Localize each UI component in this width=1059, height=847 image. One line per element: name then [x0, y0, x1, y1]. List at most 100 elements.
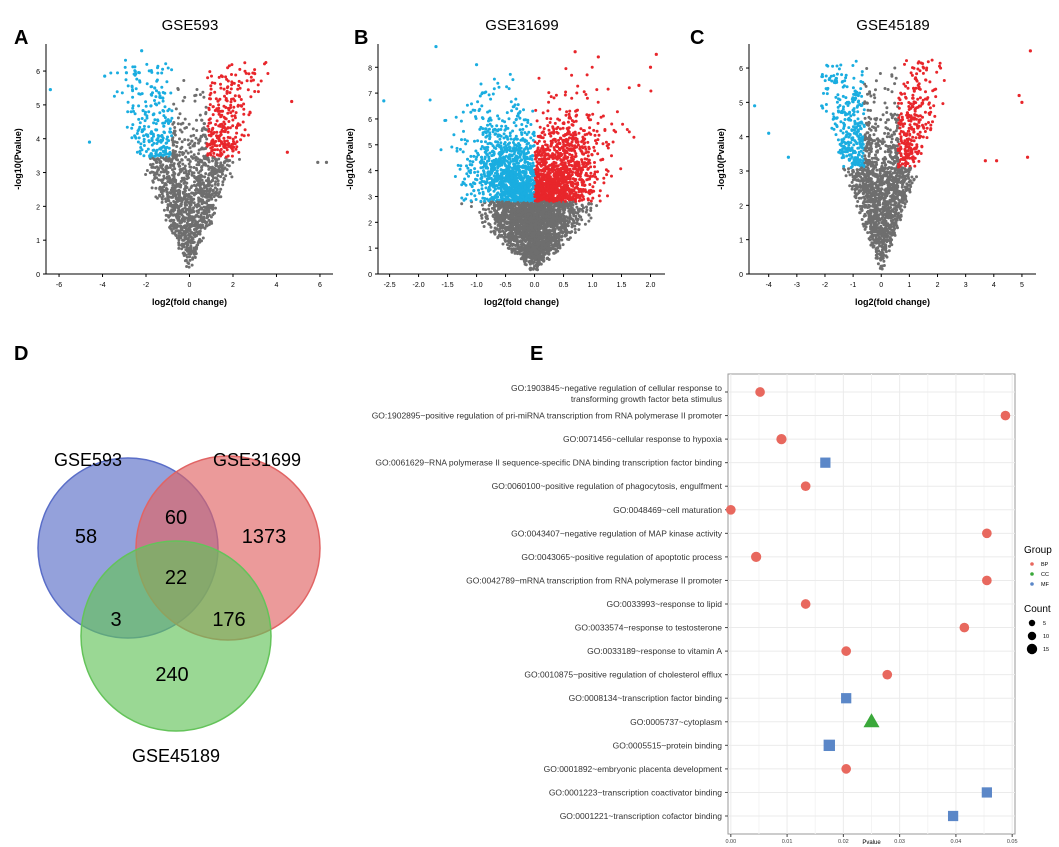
- point-up: [208, 117, 212, 121]
- point-ns: [172, 174, 176, 178]
- point-up: [241, 120, 245, 124]
- point-extreme: [48, 88, 52, 92]
- point-down: [144, 100, 148, 104]
- point-down: [500, 163, 504, 167]
- point-ns: [204, 112, 208, 116]
- point-up: [545, 117, 549, 120]
- point-ns: [195, 118, 198, 122]
- point-up: [591, 112, 595, 116]
- point-ns: [192, 252, 196, 256]
- point-ns: [173, 172, 177, 176]
- point-down: [466, 157, 469, 161]
- x-axis-label: log2(fold change): [152, 297, 227, 307]
- point-up: [224, 75, 228, 79]
- point-ns: [577, 228, 581, 232]
- point-down: [504, 124, 508, 128]
- point-down: [165, 152, 169, 156]
- point-down: [161, 154, 165, 158]
- point-up: [570, 123, 574, 127]
- point-up: [232, 140, 235, 144]
- point-ns: [196, 211, 200, 215]
- point-down: [147, 110, 151, 114]
- point-ns: [190, 139, 194, 143]
- point-down: [488, 162, 492, 166]
- point-extreme: [324, 160, 329, 164]
- point-down: [470, 102, 473, 106]
- point-ns: [186, 158, 190, 162]
- point-down: [126, 110, 130, 114]
- point-ns: [216, 174, 220, 178]
- point-up: [220, 113, 224, 117]
- point-down: [499, 175, 503, 179]
- point-ns: [177, 184, 181, 188]
- point-ns: [570, 230, 574, 234]
- point-ns: [180, 247, 184, 251]
- point-down: [512, 152, 516, 156]
- point-down: [155, 79, 159, 83]
- point-up: [213, 90, 217, 94]
- point-ns: [188, 146, 192, 150]
- chart-title: GSE593: [162, 17, 219, 34]
- point-ns: [177, 243, 181, 247]
- x-tick-label: -2: [143, 282, 149, 289]
- point-down: [150, 130, 153, 134]
- point-down: [162, 124, 166, 128]
- point-down: [153, 118, 157, 122]
- x-tick-label: 4: [275, 282, 279, 289]
- point-up: [592, 128, 596, 132]
- point-ns: [156, 168, 160, 172]
- point-ns: [187, 265, 191, 269]
- point-ns: [207, 189, 211, 193]
- point-up: [593, 149, 597, 153]
- point-down: [158, 94, 162, 98]
- point-ns: [226, 159, 230, 163]
- point-down: [160, 71, 164, 75]
- point-ns: [567, 238, 571, 241]
- point-ns: [214, 180, 218, 184]
- point-ns: [186, 176, 190, 180]
- point-up: [234, 147, 238, 151]
- point-down: [136, 129, 140, 133]
- point-down: [523, 161, 527, 164]
- point-up: [223, 130, 227, 134]
- point-up: [237, 94, 241, 98]
- point-up: [215, 119, 219, 123]
- point-ns: [166, 180, 170, 183]
- point-up: [210, 81, 214, 85]
- point-up: [219, 130, 223, 134]
- point-ns: [185, 255, 189, 259]
- point-up: [557, 141, 561, 145]
- point-ns: [180, 130, 184, 134]
- point-ns: [181, 162, 185, 166]
- point-ns: [197, 196, 201, 200]
- point-up: [246, 88, 250, 92]
- point-up: [210, 145, 214, 149]
- point-ns: [158, 194, 162, 198]
- point-up: [582, 129, 586, 133]
- point-up: [239, 98, 243, 101]
- point-ns: [544, 251, 547, 255]
- point-up: [561, 126, 565, 130]
- point-down: [162, 114, 166, 118]
- point-ns: [200, 207, 204, 211]
- point-ns: [204, 192, 208, 195]
- point-up: [242, 107, 246, 111]
- point-up: [537, 139, 541, 143]
- point-down: [508, 157, 512, 161]
- point-up: [229, 111, 233, 115]
- point-down: [524, 124, 528, 128]
- point-down: [476, 170, 480, 174]
- point-up: [210, 141, 214, 145]
- point-down: [496, 186, 500, 190]
- point-up: [230, 63, 234, 67]
- point-down: [168, 127, 172, 131]
- point-up: [233, 114, 237, 118]
- point-ns: [216, 194, 220, 198]
- point-ns: [176, 213, 179, 217]
- point-down: [480, 104, 484, 108]
- point-ns: [573, 231, 577, 234]
- point-ns: [225, 168, 229, 172]
- point-up: [216, 148, 219, 152]
- point-ns: [199, 223, 203, 227]
